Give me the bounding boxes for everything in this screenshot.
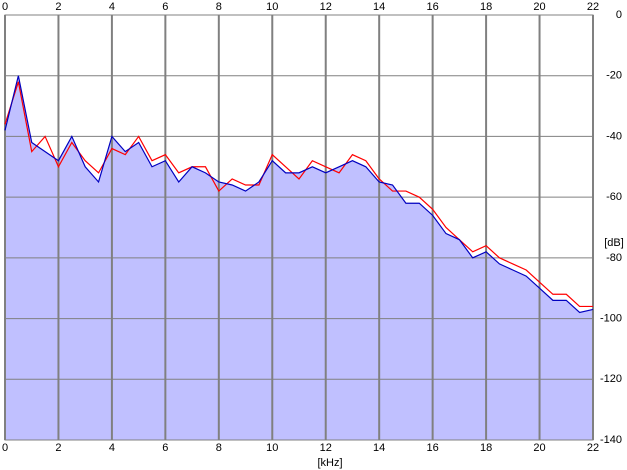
x-tick-label: 8 xyxy=(216,442,222,454)
x-tick-label: 18 xyxy=(480,442,492,454)
x-tick-label: 2 xyxy=(55,1,61,13)
y-tick-label: -140 xyxy=(600,434,622,446)
x-tick-label: 12 xyxy=(320,1,332,13)
y-tick-label: -80 xyxy=(606,252,622,264)
y-tick-label: -40 xyxy=(606,130,622,142)
x-tick-label: 20 xyxy=(533,1,545,13)
y-axis-label: [dB] xyxy=(604,237,624,249)
x-tick-label: 16 xyxy=(427,442,439,454)
x-tick-label: 12 xyxy=(320,442,332,454)
x-tick-label: 0 xyxy=(2,442,8,454)
y-tick-label: -120 xyxy=(600,373,622,385)
y-tick-label: -20 xyxy=(606,70,622,82)
x-tick-label: 6 xyxy=(162,1,168,13)
series-line xyxy=(4,75,594,314)
x-tick-label: 2 xyxy=(55,442,61,454)
x-tick-label: 16 xyxy=(427,1,439,13)
x-tick-label: 4 xyxy=(109,1,115,13)
x-tick-label: 14 xyxy=(373,442,385,454)
x-tick-label: 10 xyxy=(266,442,278,454)
x-tick-label: 10 xyxy=(266,1,278,13)
y-tick-label: -100 xyxy=(600,312,622,324)
x-tick-label: 20 xyxy=(533,442,545,454)
x-axis-label: [kHz] xyxy=(317,457,342,469)
x-tick-label: 8 xyxy=(216,1,222,13)
x-tick-label: 4 xyxy=(109,442,115,454)
y-tick-label: 0 xyxy=(616,9,622,21)
x-tick-label: 14 xyxy=(373,1,385,13)
x-tick-label: 22 xyxy=(587,442,599,454)
x-tick-label: 22 xyxy=(587,1,599,13)
x-tick-label: 6 xyxy=(162,442,168,454)
x-tick-label: 18 xyxy=(480,1,492,13)
y-tick-label: -60 xyxy=(606,191,622,203)
x-tick-label: 0 xyxy=(2,1,8,13)
